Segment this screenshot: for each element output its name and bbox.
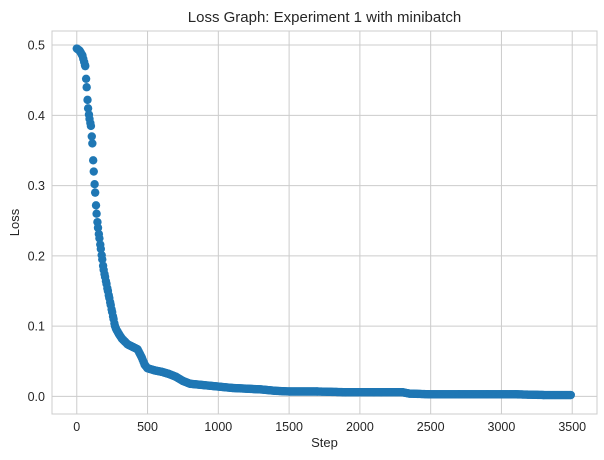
y-tick-label: 0.4 (28, 109, 45, 123)
x-tick-label: 2500 (417, 420, 445, 434)
x-tick-label: 3000 (488, 420, 516, 434)
x-axis-label: Step (311, 435, 338, 450)
y-tick-label: 0.3 (28, 179, 45, 193)
data-point (96, 244, 106, 254)
data-point (91, 201, 101, 210)
x-tick-labels: 0 500 1000 1500 2000 2500 3000 3500 (73, 420, 586, 434)
x-tick-label: 0 (73, 420, 80, 434)
plot-frame (51, 30, 598, 415)
data-point (82, 83, 91, 92)
data-point (95, 234, 104, 243)
y-tick-label: 0.5 (28, 39, 45, 53)
x-tick-label: 3500 (558, 420, 586, 434)
data-point (83, 95, 92, 105)
x-tick-label: 1000 (204, 420, 232, 434)
y-tick-label: 0.0 (28, 390, 45, 404)
chart-title: Loss Graph: Experiment 1 with minibatch (188, 9, 461, 26)
data-point (90, 188, 100, 197)
data-point (86, 121, 96, 131)
y-tick-label: 0.2 (28, 249, 45, 263)
scatter-series (72, 44, 576, 400)
gridlines (52, 31, 597, 414)
x-tick-label: 1500 (275, 420, 303, 434)
x-tick-label: 2000 (346, 420, 374, 434)
data-point (93, 223, 103, 232)
data-point (89, 167, 98, 176)
data-point (87, 132, 96, 141)
data-point (566, 390, 576, 400)
y-tick-label: 0.1 (28, 320, 45, 334)
data-point (81, 74, 91, 83)
x-tick-label: 500 (137, 420, 158, 434)
data-point (92, 209, 101, 218)
data-point (81, 61, 90, 71)
data-point (83, 104, 93, 113)
y-tick-labels: 0.0 0.1 0.2 0.3 0.4 0.5 (28, 39, 45, 404)
y-axis-label: Loss (7, 208, 22, 236)
data-point (90, 180, 99, 189)
data-point (98, 255, 107, 264)
data-point (88, 156, 98, 165)
data-point (88, 139, 97, 148)
